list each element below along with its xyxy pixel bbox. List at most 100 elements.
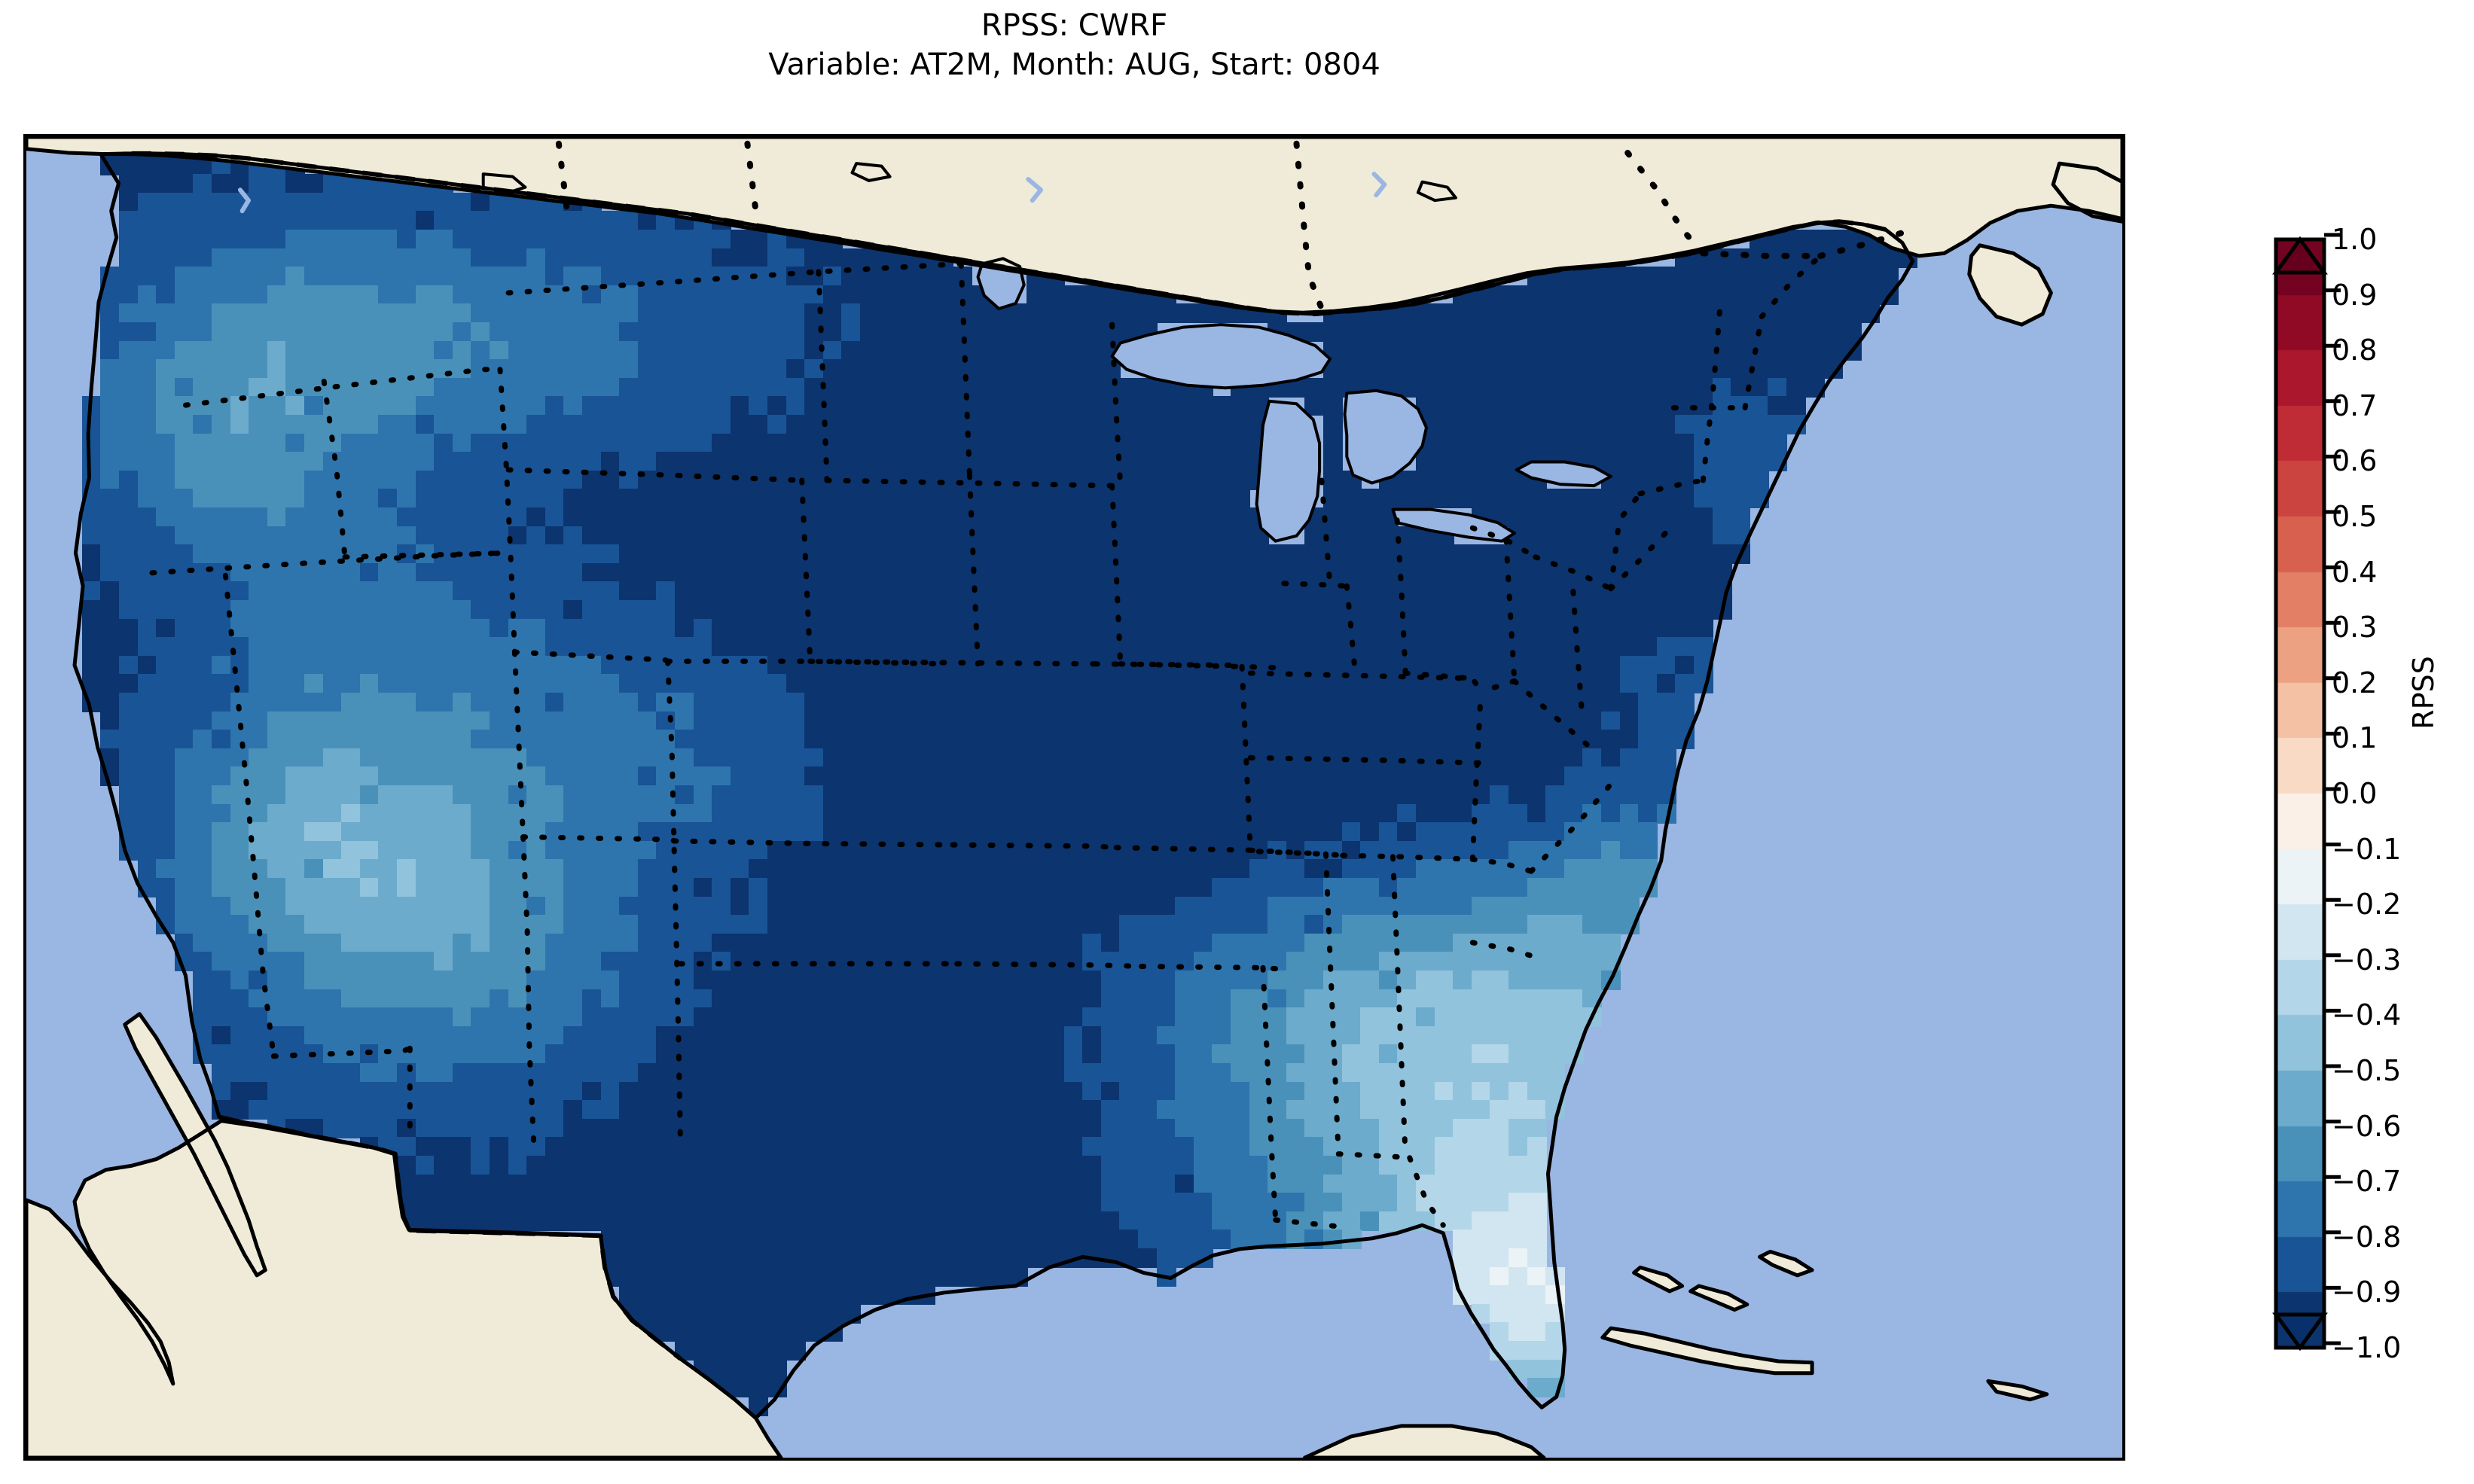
- colorbar-tick-label-14: −0.4: [2332, 998, 2402, 1032]
- colorbar-tick-label-1: 0.9: [2332, 278, 2378, 312]
- state-border-46: [1247, 670, 1484, 695]
- colorbar-tick-label-19: −0.9: [2332, 1275, 2402, 1309]
- lake-outline-6: [481, 172, 527, 194]
- colorbar-tick-label-10: 0.0: [2332, 777, 2378, 810]
- state-border-29: [1118, 661, 1287, 671]
- state-border-13: [505, 467, 805, 483]
- colorbar-tick-label-18: −0.8: [2332, 1220, 2402, 1254]
- state-border-16: [671, 838, 956, 848]
- colorbar-tick-label-2: 0.8: [2332, 334, 2378, 367]
- state-border-35: [1323, 851, 1341, 1157]
- state-border-47: [1281, 580, 1350, 589]
- inland-water-1: [1026, 177, 1043, 203]
- state-border-22: [950, 842, 1119, 851]
- state-border-61: [1700, 405, 1714, 483]
- lake-outline-1: [1255, 399, 1322, 543]
- inland-water-2: [1371, 172, 1387, 198]
- state-border-27: [1109, 483, 1124, 667]
- state-border-37: [1335, 1151, 1413, 1161]
- conus-coastline: [72, 151, 1915, 1420]
- state-border-36: [1273, 1217, 1350, 1233]
- bahamas-coastline-3: [1758, 1249, 1814, 1278]
- colorbar-gradient: [2276, 239, 2324, 1348]
- rpss-heatmap-layer: [26, 137, 2122, 1458]
- state-border-56: [1570, 588, 1585, 711]
- colorbar-tick-labels: 1.0 0.9 0.8 0.7 0.6 0.5 0.4 0.3 0.2 0.1 0.0 −0.1 −0.…: [2332, 223, 2445, 1364]
- colorbar-tick-label-20: −1.0: [2332, 1331, 2402, 1364]
- state-border-59: [1608, 530, 1668, 592]
- figure-title: RPSS: CWRF Variable: AT2M, Month: AUG, S…: [0, 6, 2149, 84]
- colorbar-tick-label-0: 1.0: [2332, 223, 2378, 256]
- colorbar-tick-label-5: 0.5: [2332, 500, 2378, 533]
- state-border-6: [222, 572, 276, 1059]
- colorbar-frame: [2274, 237, 2326, 1350]
- state-border-18: [816, 269, 830, 483]
- state-border-64: [1709, 306, 1723, 411]
- state-border-19: [958, 261, 972, 478]
- inland-water-0: [237, 187, 251, 214]
- lake-outline-5: [976, 257, 1026, 310]
- lake-outline-7: [1416, 180, 1457, 203]
- colorbar-tick-label-9: 0.1: [2332, 721, 2378, 755]
- bahamas-coastline-1: [1632, 1265, 1685, 1294]
- state-border-44: [1247, 847, 1329, 857]
- state-border-54: [1478, 678, 1518, 695]
- lake-outline-4: [1515, 460, 1612, 488]
- state-border-50: [1394, 517, 1408, 676]
- map-axes: [23, 134, 2125, 1461]
- state-border-23: [954, 961, 1145, 969]
- colorbar-axis-label: RPSS: [2407, 656, 2440, 730]
- colorbar-tick-label-3: 0.7: [2332, 389, 2378, 422]
- colorbar-tick-label-12: −0.2: [2332, 888, 2402, 922]
- state-border-30: [1239, 663, 1253, 853]
- state-border-43: [1469, 689, 1484, 862]
- state-border-49: [1344, 583, 1358, 676]
- state-border-21: [807, 658, 1098, 667]
- state-border-39: [1340, 852, 1475, 862]
- state-border-42: [1469, 940, 1547, 963]
- state-border-20: [824, 477, 1115, 489]
- us-mexico-border: [218, 1114, 682, 1361]
- map-plot-area: [26, 137, 2122, 1458]
- state-border-40: [1407, 1155, 1446, 1228]
- lake-outline-0: [1110, 323, 1332, 390]
- state-border-60: [1637, 477, 1706, 497]
- colorbar-extend-arrow-bottom: [2272, 1312, 2328, 1351]
- state-border-51: [1402, 670, 1475, 681]
- state-border-0: [183, 367, 499, 408]
- province-border-4: [1700, 250, 1824, 259]
- colorbar: [2272, 233, 2341, 1351]
- colorbar-extend-arrow-top: [2272, 236, 2328, 275]
- nova-scotia-coastline: [1967, 243, 2053, 327]
- mexico-coastline: [26, 1119, 783, 1458]
- state-border-28: [1092, 661, 1245, 669]
- colorbar-tick-label-15: −0.5: [2332, 1054, 2402, 1087]
- state-border-34: [1255, 849, 1346, 858]
- state-border-53: [1503, 537, 1518, 684]
- colorbar-tick-label-6: 0.4: [2332, 555, 2378, 589]
- state-border-33: [1260, 964, 1279, 1223]
- colorbar-tick-label-7: 0.3: [2332, 611, 2378, 644]
- colorbar-tick-label-11: −0.1: [2332, 832, 2402, 866]
- state-border-25: [966, 472, 981, 667]
- state-border-1: [149, 550, 503, 576]
- state-border-57: [1512, 678, 1593, 750]
- bermuda-coastline: [1986, 1379, 2049, 1402]
- province-border-3: [1624, 150, 1707, 257]
- yucatan-coastline: [1303, 1424, 1546, 1458]
- colorbar-outline: [2272, 233, 2341, 1351]
- state-border-48: [1319, 477, 1333, 589]
- colorbar-tick-label-16: −0.6: [2332, 1109, 2402, 1143]
- state-border-63: [1742, 314, 1765, 411]
- colorbar-tick-label-17: −0.7: [2332, 1165, 2402, 1199]
- lake-outline-2: [1343, 389, 1428, 485]
- baja-coastline: [123, 1012, 267, 1278]
- province-border-2: [744, 140, 759, 215]
- state-border-65: [1608, 491, 1643, 592]
- bahamas-coastline-2: [1688, 1284, 1749, 1312]
- colorbar-tick-label-4: 0.6: [2332, 444, 2378, 478]
- state-border-41: [1469, 856, 1534, 874]
- state-border-55: [1533, 554, 1614, 592]
- state-border-32: [1139, 964, 1283, 972]
